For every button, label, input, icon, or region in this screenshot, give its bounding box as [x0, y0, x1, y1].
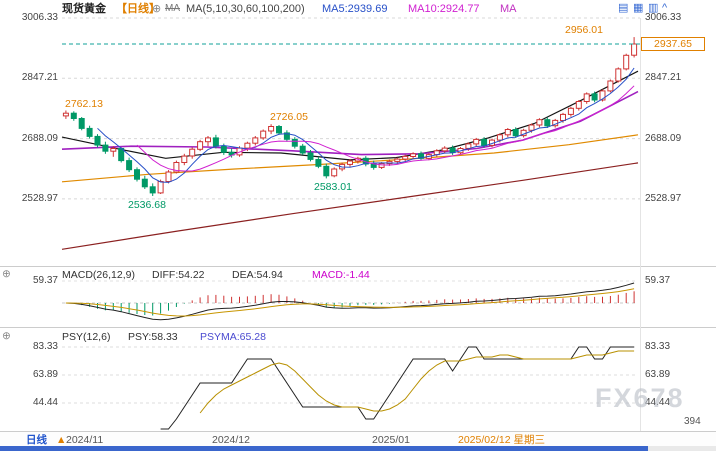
ma30-value-truncated: MA [500, 3, 517, 15]
psy-axis-label: 83.33 [645, 341, 671, 352]
period-tag[interactable]: 【日线】 [116, 3, 160, 15]
ma10-value: MA10:2924.77 [408, 3, 480, 15]
collapse-icon[interactable]: ^ [662, 2, 668, 14]
chart-layout-icon[interactable]: ▤ [618, 2, 629, 14]
macd-dea-value: DEA:54.94 [232, 269, 283, 281]
psy-pane-plus-icon[interactable]: ⊕ [2, 330, 11, 342]
y-axis-label: 3006.33 [645, 12, 682, 23]
psy-corner-value: 394 [684, 416, 701, 427]
horizontal-scrollbar-thumb[interactable] [0, 446, 648, 451]
fx678-watermark: FX678 [595, 383, 685, 413]
period-up-arrow-icon[interactable]: ▲ [56, 434, 67, 446]
x-axis-tick: 2024/12 [212, 434, 250, 446]
macd-axis-label: 59.37 [32, 275, 58, 286]
chart-style-icon[interactable]: ▥ [648, 2, 659, 14]
time-axis-bar [0, 432, 716, 446]
selected-date-label: 2025/02/12 星期三 [458, 434, 545, 446]
y-axis-label: 2688.09 [21, 133, 58, 144]
ma5-value: MA5:2939.69 [322, 3, 388, 15]
current-price-tag: 2937.65 [641, 37, 705, 51]
psyma-value: PSYMA:65.28 [200, 331, 266, 343]
psy-axis-label: 63.89 [645, 369, 671, 380]
price-annotation: 2726.05 [270, 111, 308, 123]
macd-pane-plus-icon[interactable]: ⊕ [2, 268, 11, 280]
psy-value: PSY:58.33 [128, 331, 178, 343]
x-axis-tick: 2024/11 [66, 434, 104, 446]
add-indicator-icon[interactable]: ⊕ [152, 3, 162, 15]
y-axis-label: 2528.97 [645, 193, 682, 204]
ma-params-label: MA(5,10,30,60,100,200) [186, 3, 305, 15]
instrument-title: 现货黄金 [62, 3, 106, 15]
x-axis-tick: 2025/01 [372, 434, 410, 446]
price-annotation: 2956.01 [565, 24, 603, 36]
psy-axis-label: 44.44 [645, 397, 671, 408]
macd-axis-label: 59.37 [645, 275, 671, 286]
horizontal-scrollbar-track[interactable] [0, 446, 716, 451]
y-axis-label: 2528.97 [21, 193, 58, 204]
period-selector[interactable]: 日线 [26, 434, 47, 446]
y-axis-label: 2688.09 [645, 133, 682, 144]
price-annotation: 2536.68 [128, 199, 166, 211]
macd-bar-value: MACD:-1.44 [312, 269, 370, 281]
chart-grid-icon[interactable]: ▦ [633, 2, 644, 14]
psy-axis-label: 44.44 [32, 397, 58, 408]
y-axis-label: 3006.33 [21, 12, 58, 23]
psy-axis-label: 63.89 [32, 369, 58, 380]
macd-indicator-name[interactable]: MACD(26,12,9) [62, 269, 135, 281]
psy-axis-label: 83.33 [32, 341, 58, 352]
macd-diff-value: DIFF:54.22 [152, 269, 205, 281]
price-annotation: 2762.13 [65, 98, 103, 110]
y-axis-label: 2847.21 [645, 72, 682, 83]
price-annotation: 2583.01 [314, 181, 352, 193]
psy-indicator-name[interactable]: PSY(12,6) [62, 331, 111, 343]
ma-toggle-icon[interactable]: MA [165, 3, 180, 14]
y-axis-label: 2847.21 [21, 72, 58, 83]
